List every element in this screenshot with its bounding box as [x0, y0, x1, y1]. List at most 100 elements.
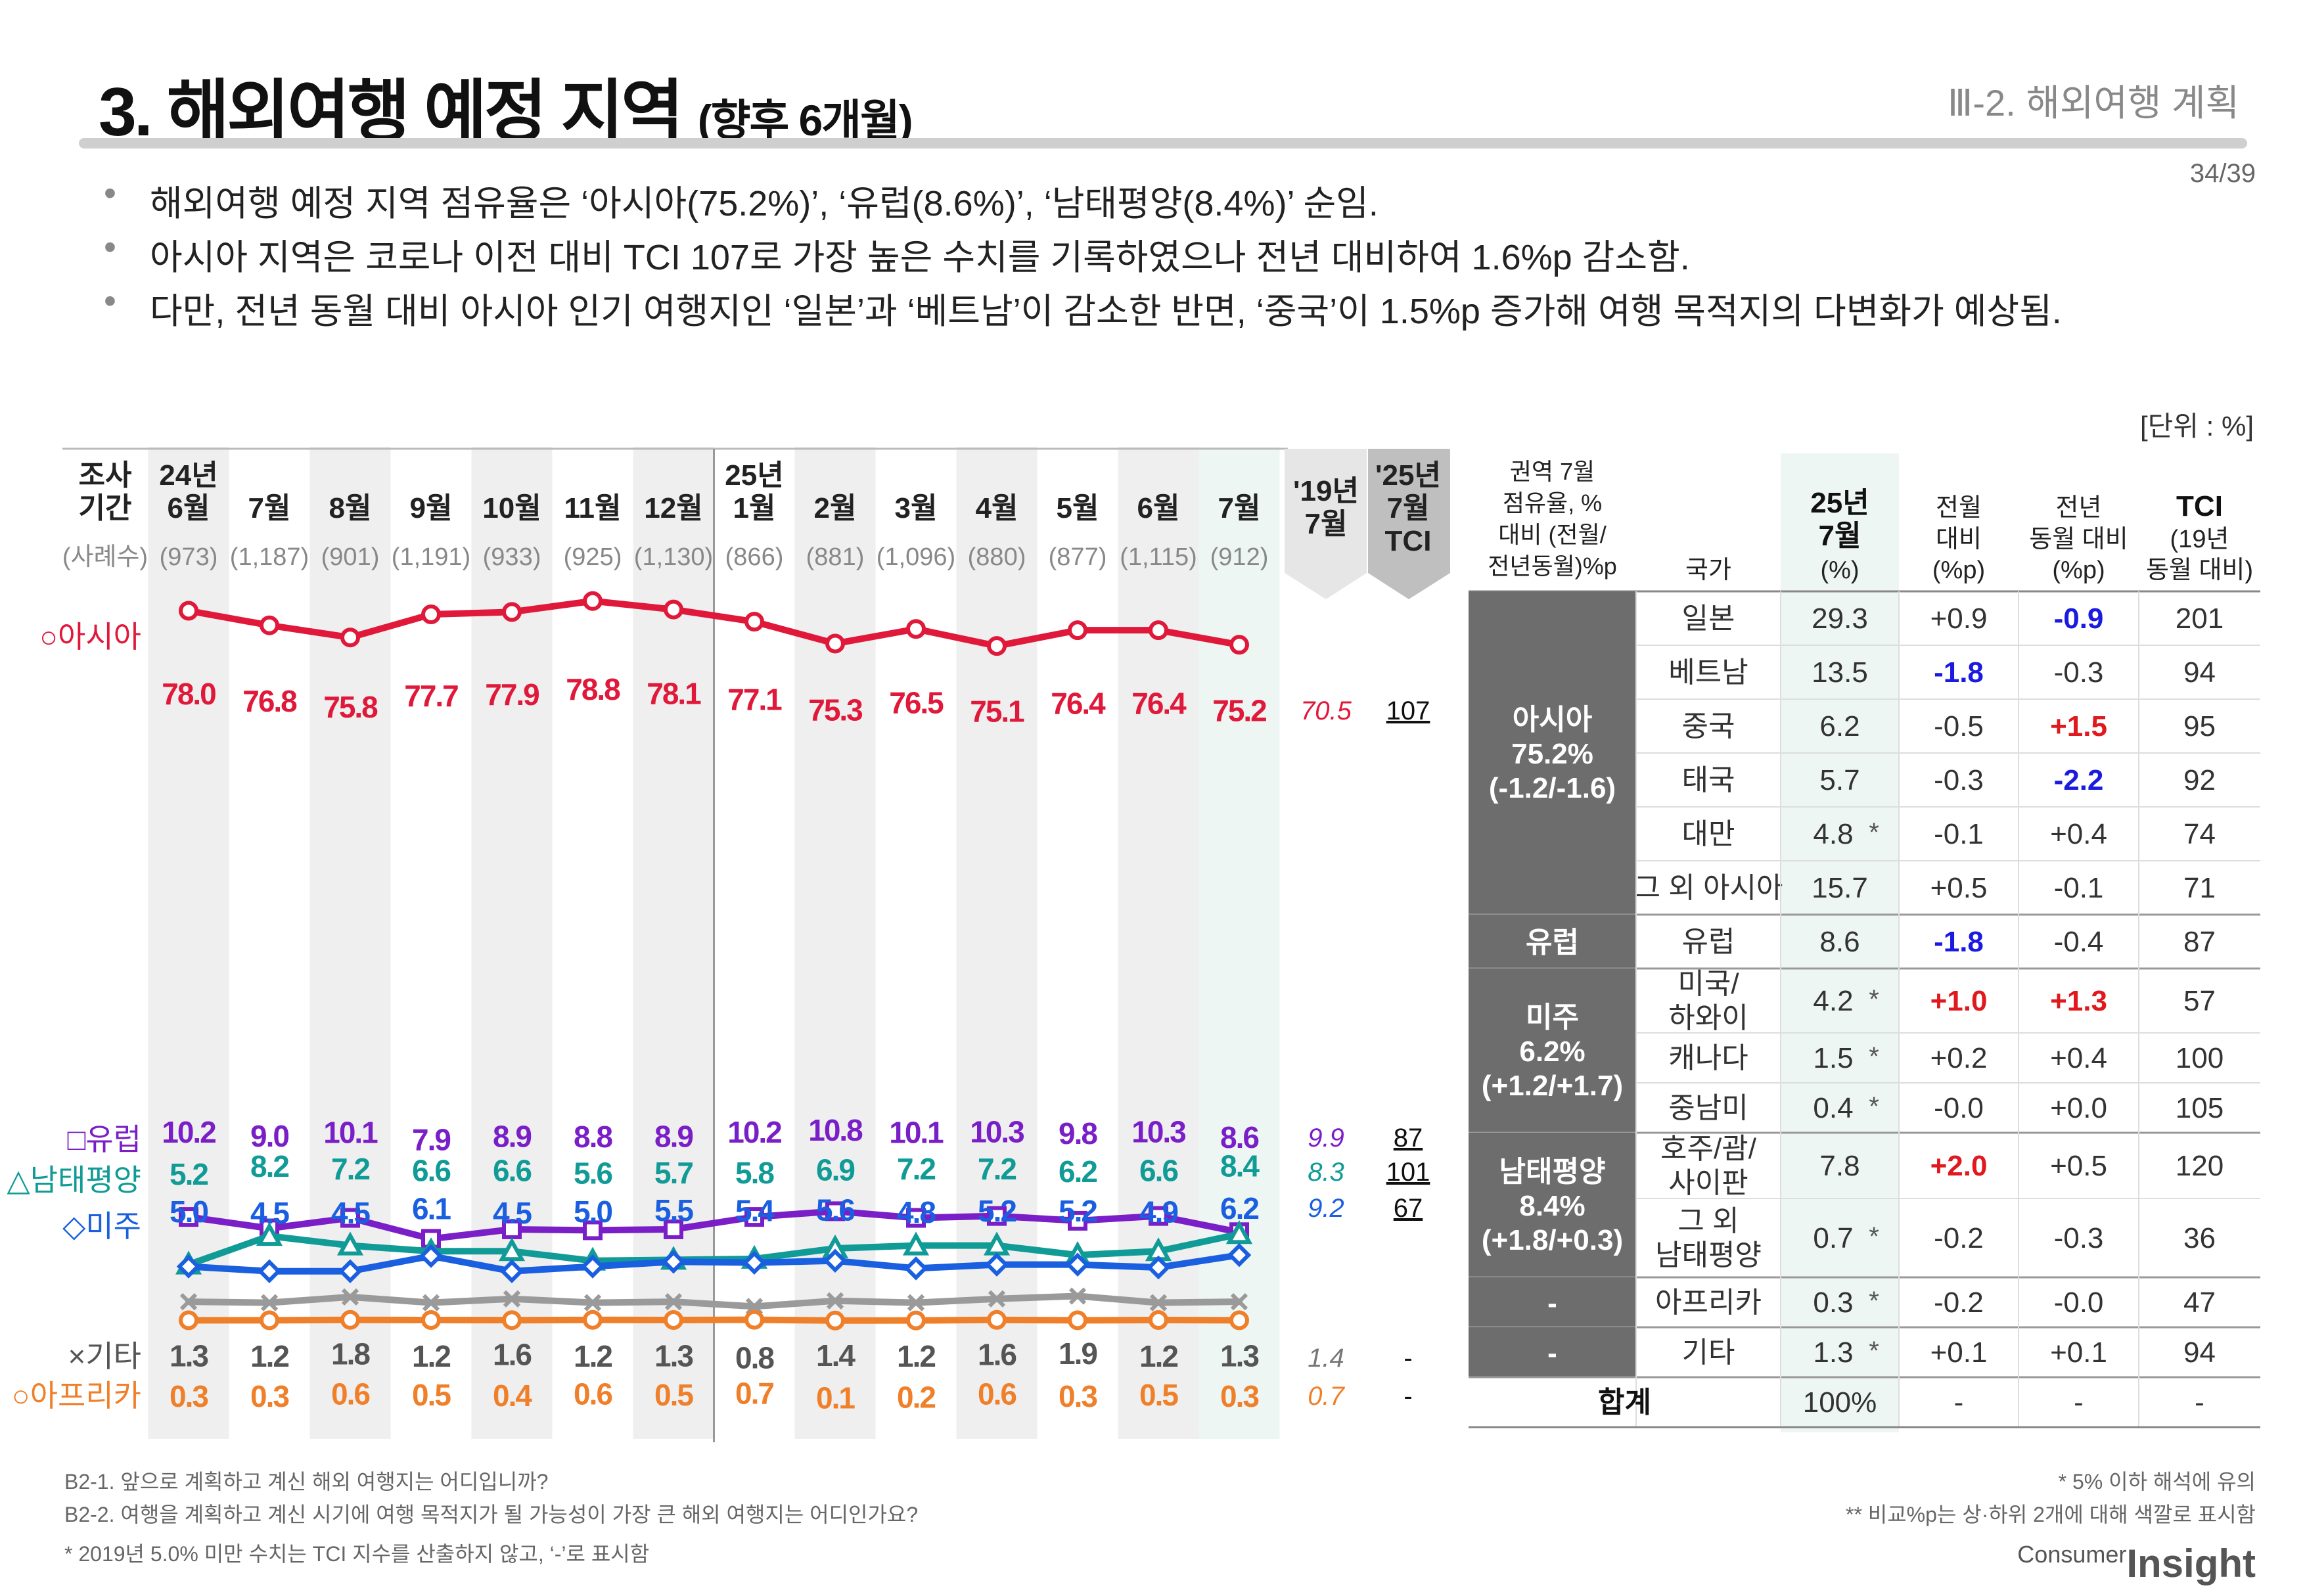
data-point — [906, 1310, 926, 1331]
data-label: 1.3 — [1220, 1338, 1258, 1373]
column-month-label: 6월 — [1137, 492, 1180, 524]
data-label: 77.1 — [727, 682, 782, 716]
series-legend-label: ○아프리카 — [12, 1379, 141, 1413]
data-point — [825, 1201, 845, 1221]
data-point — [1149, 1206, 1168, 1226]
data-label: 77.9 — [485, 677, 539, 712]
period-label: 기간 — [79, 492, 132, 524]
data-point — [664, 1219, 683, 1239]
data-point — [987, 1206, 1007, 1226]
data-point — [421, 604, 441, 625]
data-point — [1068, 1310, 1087, 1331]
yoy-cell: +0.4 — [2050, 818, 2107, 850]
tci-value: 101 — [1386, 1158, 1430, 1187]
data-label: 10.3 — [1131, 1115, 1185, 1149]
ref-2019-value: 9.2 — [1308, 1194, 1344, 1223]
country-cell: 기타 — [1682, 1336, 1735, 1369]
tci-cell: 120 — [2176, 1150, 2224, 1182]
mom-cell: +0.2 — [1930, 1042, 1988, 1074]
share-cell: 1.3 — [1813, 1336, 1853, 1369]
table-header-mom: 전월 — [1936, 494, 1982, 522]
data-label: 0.1 — [816, 1381, 855, 1415]
column-stripe — [633, 447, 714, 1439]
yoy-cell: -0.3 — [2054, 1222, 2104, 1254]
table-header-share: 25년 — [1810, 487, 1869, 519]
share-cell: 5.7 — [1819, 764, 1860, 796]
data-point — [664, 1310, 683, 1330]
mom-cell: +1.0 — [1930, 985, 1988, 1017]
data-label: 76.4 — [1131, 687, 1187, 721]
data-label: 1.2 — [897, 1339, 935, 1373]
data-label: 5.0 — [170, 1195, 208, 1229]
data-point — [1068, 620, 1087, 641]
data-point — [583, 1310, 603, 1330]
table-header-share: (%) — [1820, 557, 1859, 584]
data-label: 9.0 — [250, 1119, 288, 1153]
current-month-highlight — [1198, 447, 1280, 1439]
brand-logo-small: Consumer — [2017, 1541, 2127, 1568]
data-label: 0.5 — [654, 1378, 693, 1412]
sample-size: (1,191) — [392, 543, 470, 571]
region-cell-label: 8.4% — [1519, 1190, 1585, 1222]
share-cell: 0.4 — [1813, 1092, 1853, 1124]
ref-2019-value: 70.5 — [1300, 696, 1352, 725]
country-cell: 그 외 아시아 — [1634, 872, 1783, 904]
brand-logo: ConsumerInsight — [2017, 1541, 2256, 1586]
sample-size: (901) — [321, 543, 380, 571]
data-label: 5.6 — [574, 1156, 612, 1191]
data-point — [987, 636, 1007, 656]
data-label: 6.2 — [1059, 1154, 1097, 1189]
data-point — [1149, 1310, 1168, 1330]
region-cell-label: 6.2% — [1519, 1036, 1585, 1068]
ref-2019-header: 7월 — [1305, 508, 1348, 540]
data-point — [422, 1294, 440, 1311]
data-label: 75.1 — [970, 694, 1024, 728]
data-point — [1149, 620, 1168, 641]
data-point — [661, 1250, 686, 1274]
data-label: 1.3 — [170, 1338, 208, 1373]
footnote-color-rule: ** 비교%p는 상·하위 2개에 대해 색깔로 표시함 — [1846, 1503, 2256, 1526]
data-point — [419, 1244, 444, 1268]
data-point — [583, 1294, 602, 1311]
data-point — [1225, 1220, 1253, 1244]
tci-cell: 94 — [2183, 1336, 2216, 1369]
table-header-region: 점유율, % — [1503, 490, 1602, 516]
series-line — [185, 1252, 1243, 1275]
column-month-label: 3월 — [895, 492, 938, 524]
data-point — [260, 615, 279, 635]
yoy-cell: -2.2 — [2054, 764, 2104, 796]
data-label: 8.9 — [493, 1120, 531, 1154]
source-question-2: B2-2. 여행을 계획하고 계신 시기에 여행 목적지가 될 가능성이 가장 … — [64, 1503, 919, 1526]
data-label: 10.8 — [808, 1113, 863, 1147]
table-header-mom: 대비 — [1936, 526, 1982, 553]
table-header-mom: (%p) — [1932, 557, 1985, 584]
data-label: 5.2 — [170, 1157, 208, 1191]
period-label: 조사 — [79, 459, 132, 491]
total-mom: - — [1954, 1386, 1964, 1419]
table-header-yoy: 동월 대비 — [2029, 526, 2128, 553]
sample-size: (1,096) — [877, 543, 955, 571]
data-label: 1.2 — [250, 1339, 288, 1373]
sample-size: (1,130) — [634, 543, 713, 571]
share-cell: 7.8 — [1819, 1150, 1860, 1182]
data-label: 5.8 — [735, 1156, 774, 1190]
column-stripe — [956, 447, 1038, 1439]
data-point — [823, 1248, 848, 1273]
data-point — [744, 1310, 764, 1330]
bullet-dot-icon: • — [104, 227, 116, 267]
data-label: 5.6 — [816, 1193, 854, 1227]
data-point — [179, 601, 198, 621]
column-month-label: 7월 — [248, 492, 291, 524]
data-label: 1.6 — [978, 1338, 1016, 1372]
share-cell: 13.5 — [1812, 656, 1868, 689]
ref-2019-value: 0.7 — [1308, 1382, 1345, 1411]
country-cell: 일본 — [1682, 603, 1735, 635]
data-label: 0.3 — [170, 1379, 208, 1413]
source-question-1: B2-1. 앞으로 계획하고 계신 해외 여행지는 어디입니까? — [64, 1470, 549, 1493]
column-stripe — [148, 447, 229, 1439]
column-year-label: 25년 — [725, 459, 783, 491]
mom-cell: -0.2 — [1934, 1222, 1984, 1254]
tci-cell: 100 — [2176, 1042, 2224, 1074]
data-label: 8.6 — [1220, 1120, 1258, 1154]
yoy-cell: -0.0 — [2054, 1287, 2104, 1319]
